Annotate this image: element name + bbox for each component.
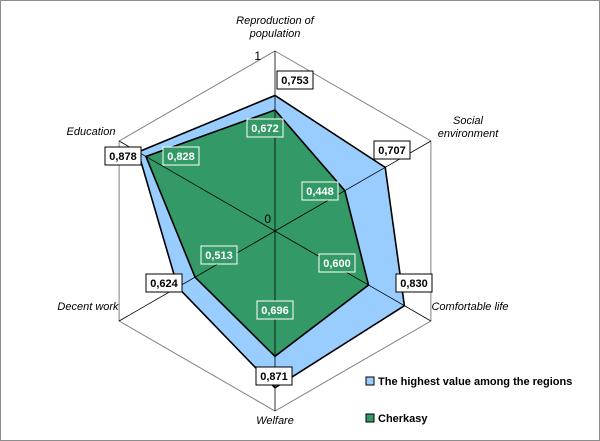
data-label-box xyxy=(301,181,339,201)
data-label-box xyxy=(200,245,238,265)
data-label-box xyxy=(276,70,314,90)
data-label-box xyxy=(395,273,433,293)
data-label: 0,600 xyxy=(323,258,351,270)
axis-label: Welfare xyxy=(256,415,294,427)
legend-label: Cherkasy xyxy=(378,413,428,425)
spoke-line xyxy=(118,230,276,322)
data-label: 0,878 xyxy=(109,151,137,163)
axis-label: Education xyxy=(67,126,116,138)
data-label-box xyxy=(256,300,294,320)
data-label-box xyxy=(255,366,293,386)
data-label: 0,513 xyxy=(205,250,233,262)
axis-label: Decent work xyxy=(57,301,119,313)
spoke-line xyxy=(118,140,276,232)
data-label-box xyxy=(145,273,183,293)
tick-label-min: 0 xyxy=(264,212,271,226)
data-label: 0,672 xyxy=(251,123,279,135)
legend-label: The highest value among the regions xyxy=(378,376,572,388)
data-label: 0,830 xyxy=(400,278,428,290)
axis-label: Reproduction of population xyxy=(236,15,315,40)
spoke-line xyxy=(274,230,432,322)
data-label: 0,753 xyxy=(281,75,309,87)
tick-label-max: 1 xyxy=(254,49,261,63)
data-label-box xyxy=(104,146,142,166)
data-label-box xyxy=(318,253,356,273)
data-label: 0,707 xyxy=(378,145,406,157)
legend-swatch xyxy=(365,413,375,423)
axis-label: Comfortable life xyxy=(431,301,508,313)
axis-label: Social environment xyxy=(438,115,499,140)
data-label: 0,448 xyxy=(306,186,334,198)
data-label: 0,828 xyxy=(167,151,195,163)
data-label-box xyxy=(373,140,411,160)
data-label: 0,871 xyxy=(260,371,288,383)
data-label-box xyxy=(246,118,284,138)
legend-swatch xyxy=(365,376,375,386)
data-label: 0,624 xyxy=(150,278,178,290)
data-label-box xyxy=(162,146,200,166)
data-label: 0,696 xyxy=(261,305,289,317)
